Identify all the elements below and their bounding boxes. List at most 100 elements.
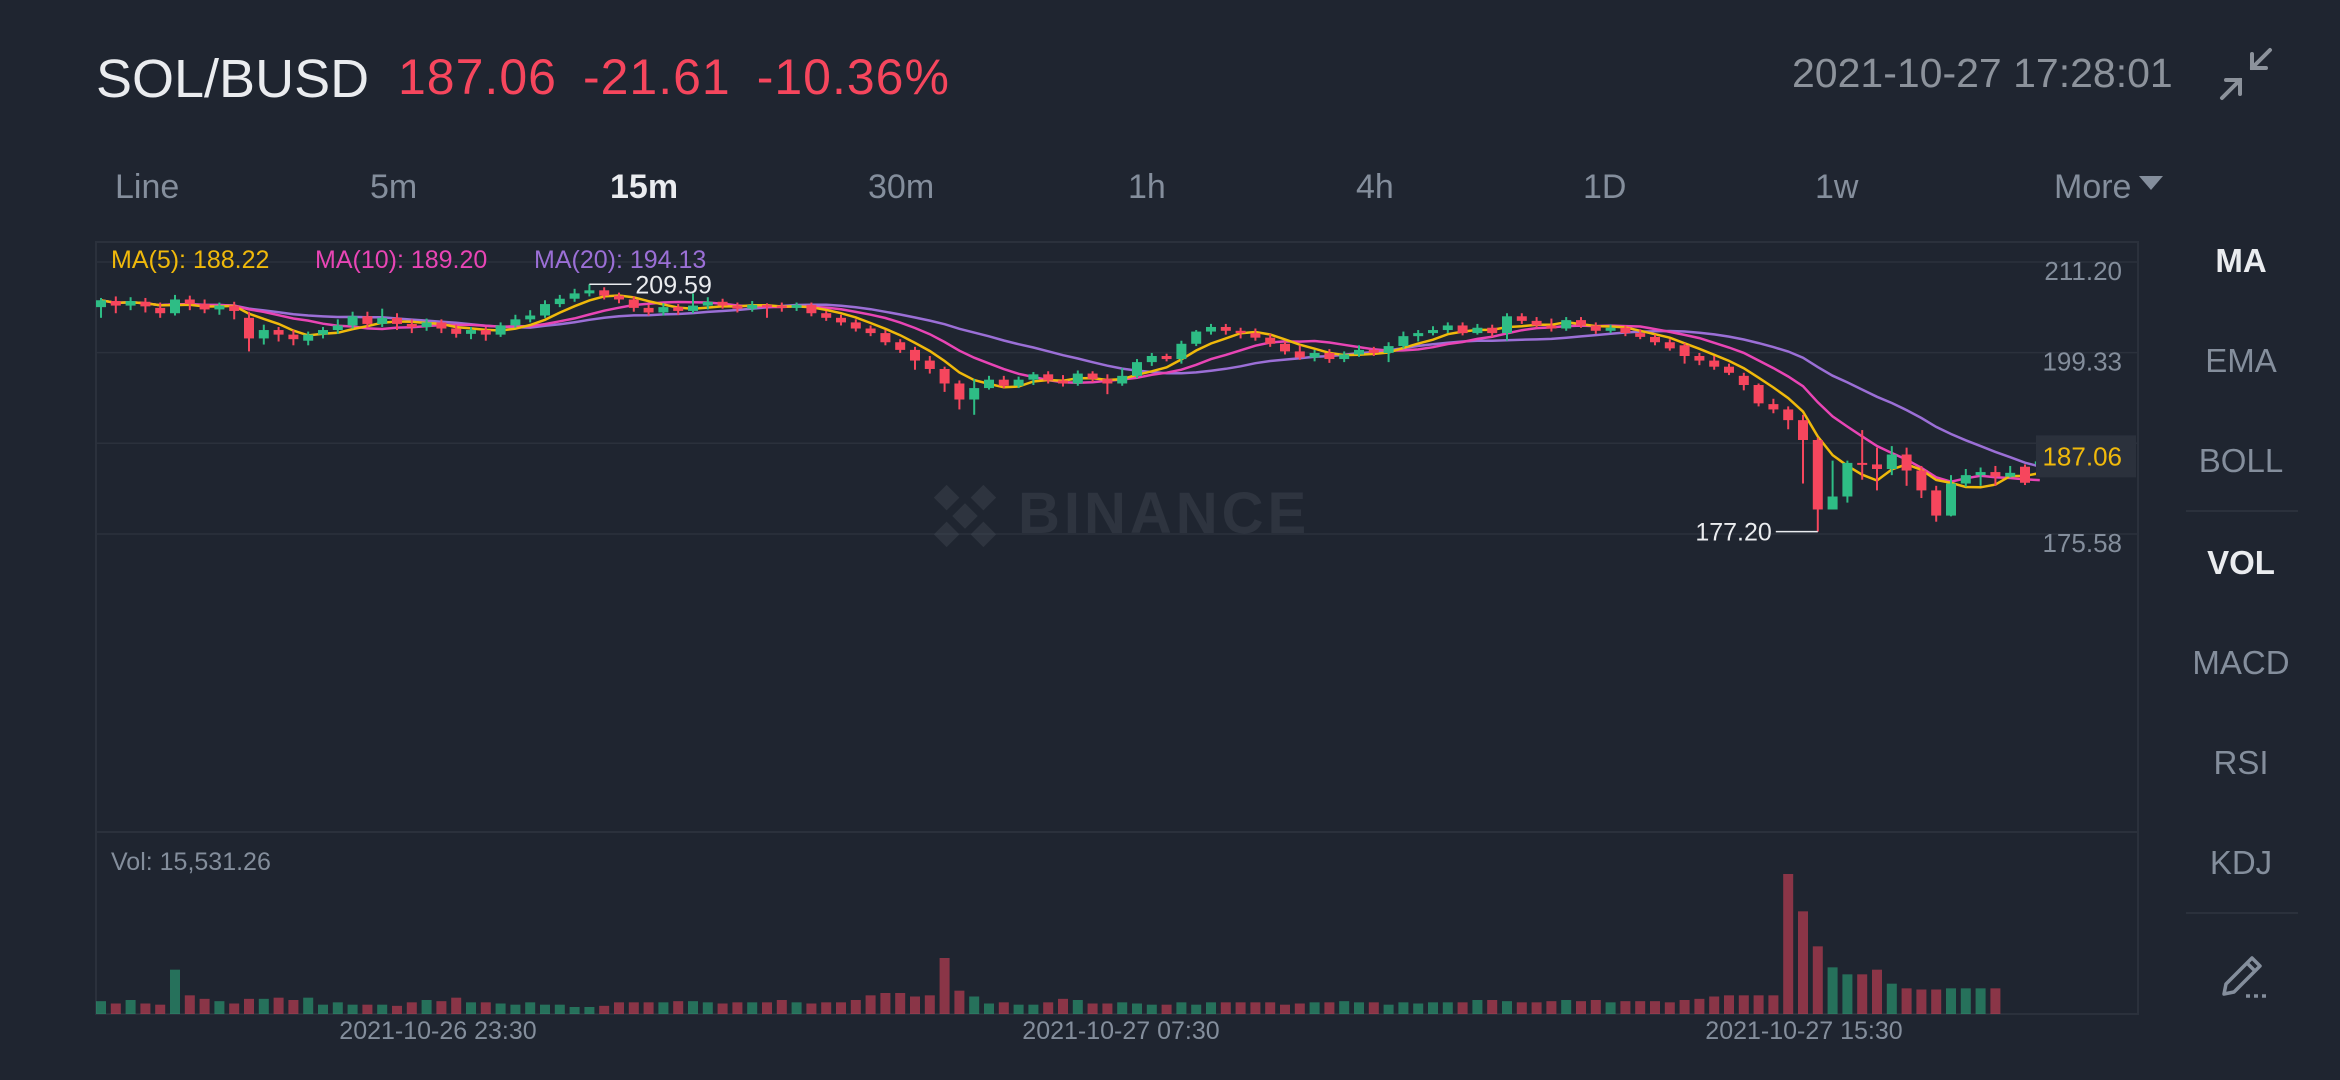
volume-bar	[584, 1007, 595, 1014]
candle-body	[1738, 375, 1749, 386]
high-price-label: 209.59	[635, 271, 711, 299]
candle-body	[1916, 470, 1927, 491]
interval-tabs: Line 5m 15m 30m 1h 4h 1D 1w More	[0, 168, 2200, 220]
indicator-vol[interactable]: VOL	[2207, 544, 2275, 581]
tab-4h[interactable]: 4h	[1356, 168, 1394, 206]
indicator-boll[interactable]: BOLL	[2198, 442, 2284, 479]
candle-body	[540, 304, 550, 316]
tab-15m[interactable]: 15m	[610, 168, 679, 206]
volume-bar	[806, 1003, 817, 1014]
ma5-line	[100, 294, 2041, 489]
candle-body	[1605, 327, 1616, 331]
collapse-arrows-icon[interactable]	[2218, 46, 2274, 102]
trading-pair[interactable]: SOL/BUSD	[96, 49, 370, 109]
price-summary: 187.06 -21.61 -10.36%	[398, 48, 950, 106]
candle-body	[688, 305, 698, 311]
indicator-ema[interactable]: EMA	[2205, 342, 2277, 379]
volume-bar	[554, 1004, 565, 1014]
candle-body	[244, 317, 254, 339]
volume-bar	[1946, 988, 1956, 1014]
candle-body	[495, 325, 506, 335]
ma5-path	[100, 294, 2041, 489]
volume-bar	[1650, 1001, 1660, 1014]
candles	[96, 284, 2045, 532]
volume-bar	[1605, 1002, 1616, 1014]
volume-bar	[1753, 995, 1764, 1014]
volume-bar	[170, 969, 180, 1014]
pencil-draw-icon[interactable]	[2216, 948, 2272, 1004]
candle-body	[747, 304, 758, 309]
candle-body	[125, 301, 136, 306]
candle-body	[643, 307, 654, 313]
datetime: 2021-10-27 17:28:01	[1792, 50, 2173, 96]
volume-bar	[1161, 1004, 1172, 1014]
volume-bar	[1413, 1003, 1424, 1014]
candle-body	[303, 334, 314, 341]
candle-body	[1102, 378, 1113, 384]
tab-5m[interactable]: 5m	[370, 168, 418, 206]
last-price-label: 187.06	[2042, 441, 2122, 471]
candle-body	[318, 330, 328, 335]
volume-bar	[1635, 1001, 1646, 1014]
volume-bar	[362, 1004, 373, 1014]
chart-frame	[95, 241, 2139, 1015]
y-tick-label: 199.33	[2042, 347, 2122, 377]
volume-bar	[1117, 1002, 1128, 1014]
candle-body	[1960, 475, 1971, 484]
volume-bar	[525, 1002, 536, 1014]
volume-bar	[214, 1001, 225, 1014]
tab-30m[interactable]: 30m	[868, 168, 935, 206]
candle-body	[1013, 379, 1024, 386]
candle-body	[1842, 462, 1853, 497]
candle-body	[377, 317, 388, 324]
volume-bar	[1058, 998, 1068, 1014]
indicator-ma[interactable]: MA	[2215, 242, 2267, 279]
candle-body	[1886, 454, 1897, 470]
tab-1d[interactable]: 1D	[1583, 168, 1627, 206]
volume-legend: Vol: 15,531.26	[111, 848, 271, 876]
volume-bar	[273, 997, 284, 1014]
candle-body	[791, 304, 802, 308]
tab-1w[interactable]: 1w	[1815, 168, 1859, 206]
volume-bar	[599, 1005, 610, 1014]
low-price-label: 177.20	[1695, 519, 1771, 547]
indicator-macd[interactable]: MACD	[2192, 644, 2290, 681]
volume-bar	[125, 1000, 136, 1014]
tab-more[interactable]: More	[2054, 168, 2164, 207]
candle-body	[628, 299, 639, 308]
volume-bar	[836, 1002, 846, 1014]
tab-1h[interactable]: 1h	[1128, 168, 1166, 206]
volume-bar	[1487, 1000, 1498, 1014]
ma10-legend: MA(10): 189.20	[315, 246, 487, 274]
volume-bar	[1294, 1003, 1305, 1014]
candle-body	[614, 295, 624, 300]
volume-bar	[1738, 995, 1749, 1014]
x-tick-label: 2021-10-27 15:30	[1705, 1017, 1902, 1045]
volume-bar	[244, 998, 254, 1014]
volume-bar	[495, 1003, 506, 1014]
candle-body	[273, 330, 284, 335]
candle-body	[673, 307, 684, 311]
indicator-rsi[interactable]: RSI	[2213, 744, 2269, 781]
volume-bar	[184, 995, 195, 1014]
candle-body	[806, 304, 817, 314]
indicator-separator	[2186, 510, 2298, 512]
candle-body	[910, 349, 920, 361]
volume-bar	[155, 1004, 166, 1014]
candle-body	[1664, 342, 1675, 349]
candle-body	[850, 322, 861, 329]
candle-body	[732, 305, 743, 309]
volume-bar	[1206, 1002, 1216, 1014]
candle-body	[510, 319, 521, 326]
tab-line[interactable]: Line	[115, 168, 180, 206]
header: SOL/BUSD 187.06 -21.61 -10.36% 2021-10-2…	[0, 0, 2340, 150]
volume-bar	[421, 1000, 432, 1014]
candle-body	[658, 307, 669, 313]
volume-bar	[1783, 874, 1794, 1014]
indicator-kdj[interactable]: KDJ	[2209, 844, 2273, 881]
price-change-percent: -10.36%	[756, 49, 950, 105]
volume-bar	[1931, 989, 1942, 1014]
volume-bar	[451, 997, 462, 1014]
volume-bar	[1576, 1001, 1586, 1014]
